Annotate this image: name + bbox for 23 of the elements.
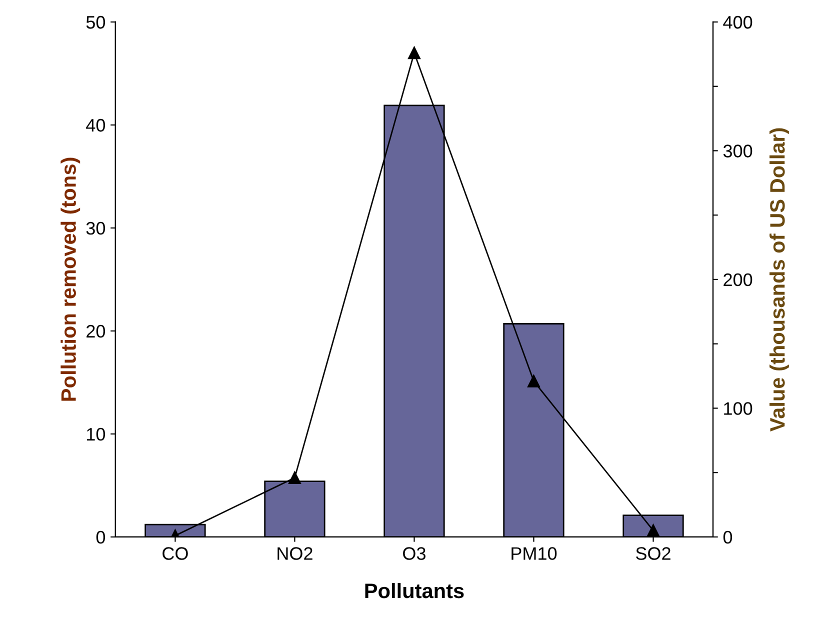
y-tick-label: 0 [96, 530, 106, 544]
point [646, 524, 660, 537]
point [408, 46, 420, 60]
x-axis-title: Pollutants [365, 582, 464, 598]
y-tick-label: 50 [86, 16, 106, 29]
y-tick-label: 10 [87, 428, 106, 441]
x-tick-label: NO2 [278, 547, 312, 560]
y2-tick-label: 0 [723, 530, 732, 544]
y-axis-title: Pollution removed (tons) [60, 158, 80, 401]
point [527, 374, 540, 388]
y2-axis-title: Value (thousands of US Dollar) [770, 128, 789, 432]
y-tick-label: 40 [86, 118, 106, 132]
y2-tick-label: 200 [724, 273, 752, 286]
x-tick-label: PM10 [512, 547, 557, 560]
x-tick-label: O3 [403, 547, 426, 560]
x-tick-label: SO2 [636, 547, 670, 560]
point [288, 471, 301, 484]
y2-tick-label: 100 [724, 402, 752, 415]
y-tick-label: 20 [86, 324, 106, 338]
y2-tick-label: 300 [723, 144, 752, 158]
y-tick-label: 30 [86, 222, 106, 235]
x-tick-label: CO [162, 547, 188, 560]
y2-tick-label: 400 [723, 16, 752, 29]
